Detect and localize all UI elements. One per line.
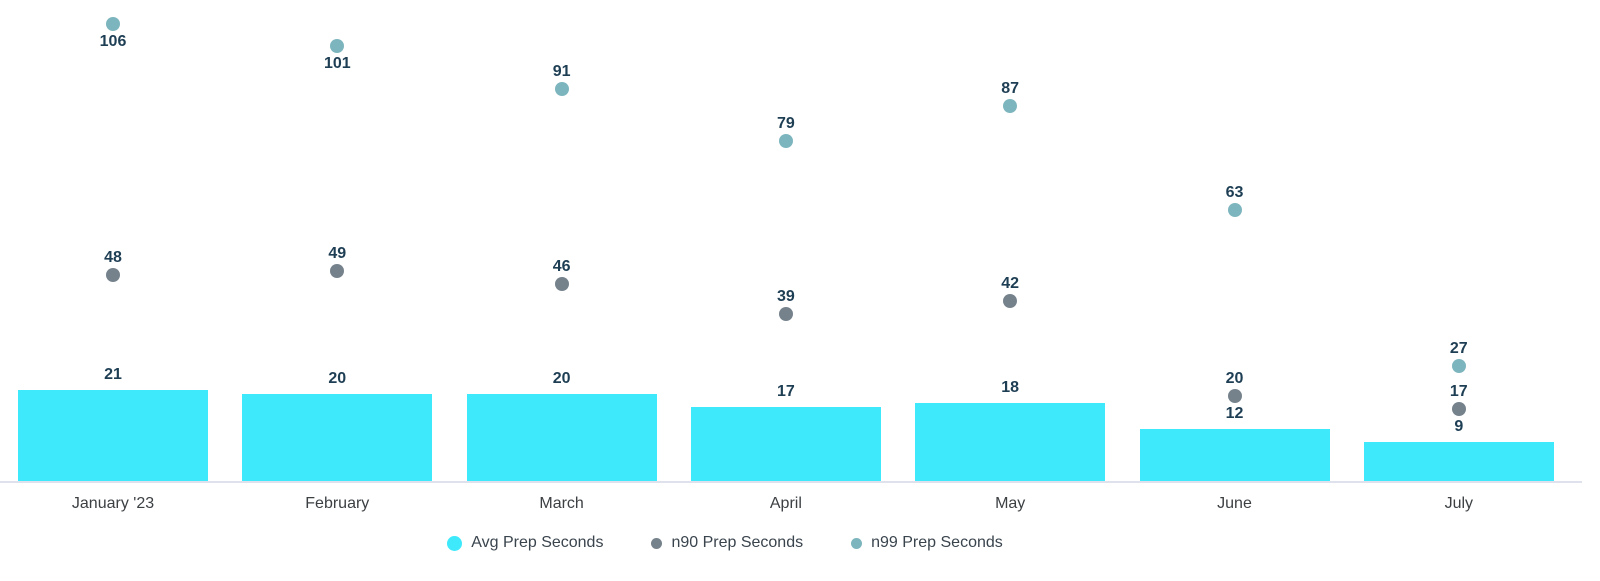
dot-value-label: 46 [552, 257, 571, 275]
n90-dot[interactable] [1003, 294, 1018, 309]
dot-value-label: 101 [323, 54, 351, 72]
x-axis-label: January '23 [71, 495, 155, 512]
dot-value-label: 42 [1001, 275, 1020, 293]
plot-area: 21 48 106 January '23 20 49 101 February 20 46 91 M… [0, 17, 1582, 512]
bar[interactable] [1139, 429, 1330, 481]
n99-dot[interactable] [106, 17, 120, 32]
x-axis-line [0, 481, 1582, 483]
x-axis-label: June [1217, 495, 1252, 512]
bar[interactable] [690, 407, 881, 481]
dot-value-label: 91 [552, 62, 571, 80]
bar[interactable] [466, 394, 657, 481]
dot-value-label: 17 [1449, 383, 1468, 401]
n99-dot[interactable] [330, 38, 345, 53]
legend-label: Avg Prep Seconds [471, 534, 604, 551]
legend-label: n90 Prep Seconds [671, 534, 804, 551]
n99-dot[interactable] [778, 133, 793, 148]
legend-swatch-icon [447, 535, 463, 551]
bar-value-label: 18 [1001, 379, 1020, 397]
n99-dot[interactable] [1003, 99, 1018, 114]
bar-value-label: 9 [1454, 418, 1464, 436]
legend-item-n99[interactable]: n99 Prep Seconds [851, 533, 1003, 553]
bar[interactable] [1363, 442, 1554, 481]
dot-value-label: 39 [776, 288, 795, 306]
bar-value-label: 21 [104, 366, 122, 384]
dot-value-label: 79 [776, 114, 795, 132]
bar-value-label: 17 [776, 383, 795, 401]
dot-value-label: 87 [1001, 80, 1020, 98]
n90-dot[interactable] [106, 268, 120, 283]
n90-dot[interactable] [1227, 389, 1242, 404]
dot-value-label: 63 [1225, 184, 1244, 202]
n90-dot[interactable] [778, 307, 793, 322]
chart-legend: Avg Prep Seconds n90 Prep Seconds n99 Prep… [0, 533, 1450, 553]
n99-dot[interactable] [1451, 359, 1466, 374]
n90-dot[interactable] [330, 263, 345, 278]
bar-value-label: 20 [552, 370, 571, 388]
dot-value-label: 106 [99, 33, 127, 51]
x-axis-label: May [995, 495, 1026, 512]
x-axis-label: February [305, 495, 370, 512]
x-axis-label: April [769, 495, 802, 512]
bar[interactable] [915, 403, 1106, 481]
bar-value-label: 12 [1225, 405, 1244, 423]
bar-value-label: 20 [328, 370, 347, 388]
dot-value-label: 48 [104, 249, 122, 267]
x-axis-label: July [1444, 495, 1474, 512]
bar[interactable] [242, 394, 433, 481]
legend-item-avg[interactable]: Avg Prep Seconds [447, 533, 603, 553]
n90-dot[interactable] [554, 276, 569, 291]
bar[interactable] [18, 390, 208, 481]
legend-swatch-icon [851, 537, 863, 549]
x-axis-label: March [539, 495, 584, 512]
n90-dot[interactable] [1451, 402, 1466, 417]
legend-item-n90[interactable]: n90 Prep Seconds [651, 533, 803, 553]
legend-swatch-icon [651, 537, 663, 549]
dot-value-label: 20 [1225, 370, 1244, 388]
n99-dot[interactable] [1227, 203, 1242, 218]
legend-label: n99 Prep Seconds [871, 534, 1003, 551]
n99-dot[interactable] [554, 81, 569, 96]
dot-value-label: 49 [328, 244, 347, 262]
dot-value-label: 27 [1449, 340, 1468, 358]
